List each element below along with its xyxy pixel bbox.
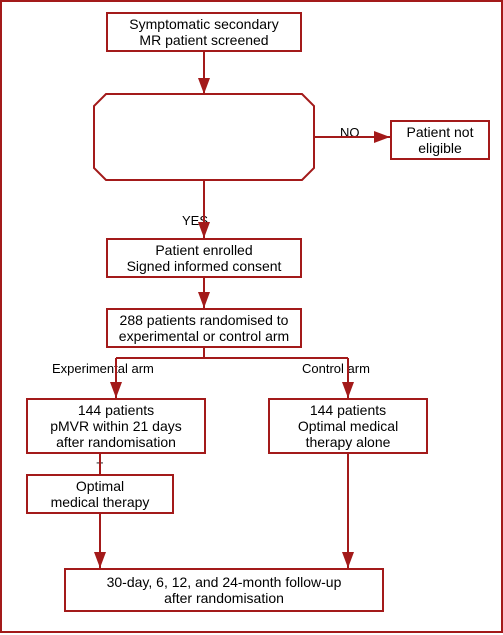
node-not-eligible: Patient not eligible [390, 120, 490, 160]
node-text: Signed informed consent [127, 258, 282, 274]
node-text: 288 patients randomised to [120, 312, 289, 328]
node-text: therapy alone [306, 434, 391, 450]
node-followup: 30-day, 6, 12, and 24-month follow-up af… [64, 568, 384, 612]
node-text: Patient enrolled [155, 242, 252, 258]
node-eligibility: Eligibility criteria met? Heart Team val… [104, 102, 304, 166]
node-text: eligible [418, 140, 462, 156]
node-text: pMVR within 21 days [50, 418, 182, 434]
node-text: medical therapy [51, 494, 150, 510]
node-text: 144 patients [78, 402, 154, 418]
node-control-arm: 144 patients Optimal medical therapy alo… [268, 398, 428, 454]
branch-label-control: Control arm [302, 362, 370, 376]
node-text: 30-day, 6, 12, and 24-month follow-up [107, 574, 342, 590]
node-experimental-arm: 144 patients pMVR within 21 days after r… [26, 398, 206, 454]
node-text: Optimal [76, 478, 124, 494]
node-text: Patient not [407, 124, 474, 140]
edge-label-yes: YES [182, 214, 208, 228]
node-randomised: 288 patients randomised to experimental … [106, 308, 302, 348]
node-screened: Symptomatic secondary MR patient screene… [106, 12, 302, 52]
node-text: Optimal medical [298, 418, 398, 434]
edge-label-no: NO [340, 126, 360, 140]
branch-label-experimental: Experimental arm [52, 362, 154, 376]
node-text: Symptomatic secondary [129, 16, 278, 32]
plus-label: + [96, 456, 104, 470]
node-text: core lab validation? [144, 150, 265, 166]
node-text: after randomisation [164, 590, 284, 606]
flowchart-canvas: Symptomatic secondary MR patient screene… [0, 0, 503, 633]
node-text: after randomisation [56, 434, 176, 450]
node-text: Echocardiographic [146, 134, 262, 150]
node-text: experimental or control arm [119, 328, 289, 344]
node-text: Heart Team validation? [133, 118, 276, 134]
node-text: 144 patients [310, 402, 386, 418]
node-text: MR patient screened [139, 32, 268, 48]
node-text: Eligibility criteria met? [136, 102, 271, 118]
node-enrolled: Patient enrolled Signed informed consent [106, 238, 302, 278]
node-optimal-medical-therapy: Optimal medical therapy [26, 474, 174, 514]
